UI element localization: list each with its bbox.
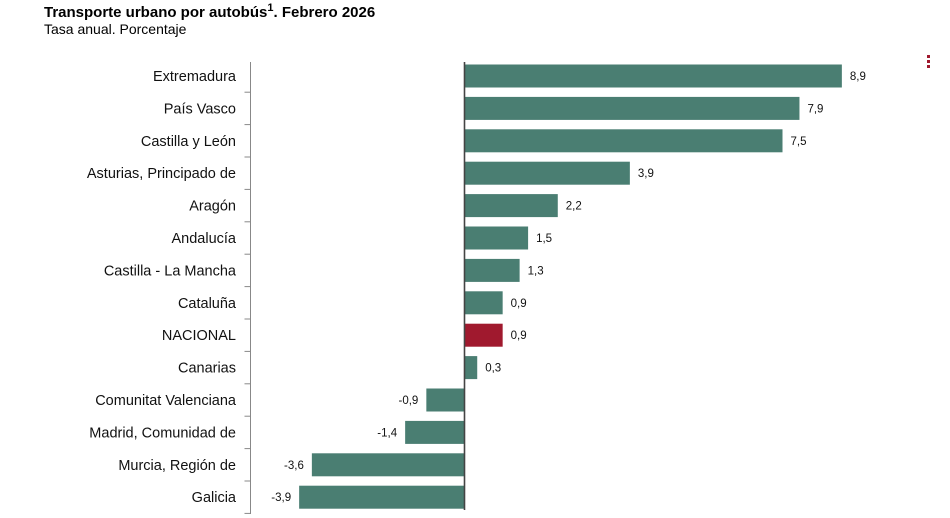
bar [426,388,465,412]
value-label: 1,3 [528,265,544,277]
category-label: Comunitat Valenciana [95,393,237,409]
title-footnote-mark: 1 [267,2,274,14]
category-label: Galicia [192,490,237,506]
bar [464,291,503,315]
chart-subtitle: Tasa anual. Porcentaje [44,21,187,37]
category-label: Canarias [178,361,236,377]
category-label: Asturias, Principado de [87,166,236,182]
category-label: Murcia, Región de [118,458,236,474]
value-label: 0,9 [511,330,527,342]
category-label: Castilla - La Mancha [104,263,237,279]
bar [405,420,465,444]
bar [464,161,630,185]
category-label: NACIONAL [162,328,236,344]
value-label: -3,9 [271,492,291,504]
category-label: Aragón [189,199,236,215]
value-label: 7,5 [791,136,807,148]
value-label: -1,4 [377,427,397,439]
value-label: 8,9 [850,71,866,83]
value-label: -0,9 [399,395,419,407]
bar [299,485,465,509]
category-label: Andalucía [172,231,237,247]
value-label: 0,3 [485,363,501,375]
category-label: Castilla y León [141,134,236,150]
category-label: Madrid, Comunidad de [89,425,236,441]
value-label: 2,2 [566,201,582,213]
value-label: -3,6 [284,460,304,472]
category-label: Cataluña [178,296,237,312]
value-label: 7,9 [807,103,823,115]
bar [464,194,558,218]
value-label: 3,9 [638,168,654,180]
chart-title: Transporte urbano por autobús1. Febrero … [44,2,376,22]
bar [464,129,783,153]
value-label: 1,5 [536,233,552,245]
value-label: 0,9 [511,298,527,310]
bar [464,258,520,282]
title-date: . Febrero 2026 [273,4,376,21]
bar [464,356,478,380]
category-label: Extremadura [153,69,237,85]
bar [464,96,800,120]
vertical-dots-menu-icon[interactable] [926,55,932,73]
bar [311,453,465,477]
bar [464,64,842,88]
bar-highlight [464,323,503,347]
title-text: Transporte urbano por autobús [44,4,268,21]
category-label: País Vasco [164,101,236,117]
bar [464,226,529,250]
